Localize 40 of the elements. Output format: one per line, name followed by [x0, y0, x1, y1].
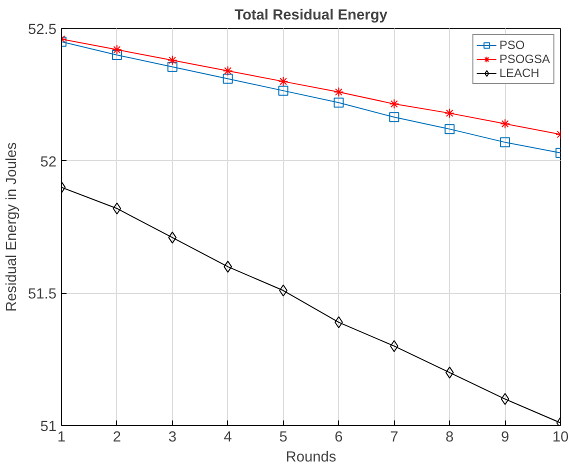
point [334, 98, 344, 108]
point [389, 112, 400, 122]
point [500, 393, 510, 406]
point [444, 124, 455, 134]
point [389, 98, 400, 109]
point [334, 87, 344, 98]
point [500, 137, 510, 148]
point [167, 62, 178, 72]
x-axis-title: Rounds [286, 450, 336, 466]
y-tick-label: 52.5 [28, 22, 57, 38]
point [500, 118, 510, 129]
chart-title: Total Residual Energy [234, 8, 388, 24]
point [278, 86, 288, 96]
legend-label: PSO [499, 38, 525, 52]
point [222, 66, 233, 76]
y-tick-label: 51.5 [28, 286, 57, 303]
point [112, 50, 122, 60]
point [444, 108, 455, 118]
x-tick-label: 5 [279, 430, 288, 446]
x-tick-label: 3 [168, 430, 176, 446]
x-tick-label: 7 [390, 430, 398, 446]
point [112, 202, 122, 214]
point [167, 55, 178, 66]
y-tick-label: 51 [40, 419, 57, 435]
y-tick-label: 52 [40, 154, 57, 170]
x-tick-label: 9 [500, 430, 510, 446]
legend-label: PSOGSA [499, 52, 550, 66]
point [168, 232, 177, 244]
x-tick-label: 6 [334, 430, 343, 446]
y-axis-title: Residual Energy in Joules [4, 142, 20, 312]
x-tick-label: 10 [552, 430, 569, 446]
x-tick-label: 8 [446, 430, 454, 446]
point [112, 44, 122, 55]
point [445, 366, 454, 379]
x-tick-label: 1 [57, 430, 66, 446]
point [278, 76, 288, 86]
point [222, 74, 233, 84]
x-tick-label: 4 [224, 430, 232, 446]
legend-label: LEACH [499, 66, 540, 80]
x-tick-label: 2 [112, 430, 122, 446]
